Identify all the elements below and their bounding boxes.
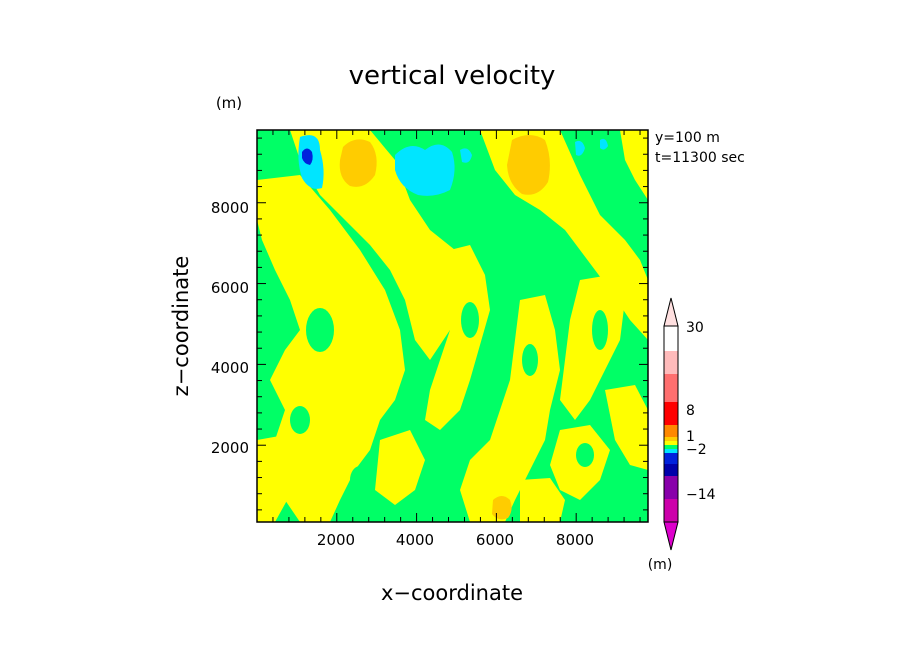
y-tick-label: 8000 — [211, 199, 249, 217]
annotation-t: t=11300 sec — [655, 150, 745, 166]
strong-updraft-cores — [339, 135, 550, 520]
colorbar-band — [664, 449, 678, 453]
contour-field — [257, 130, 648, 522]
colorbar-over-arrow — [663, 297, 679, 327]
colorbar-label: 30 — [686, 320, 704, 336]
colorbar-frame — [663, 325, 679, 523]
colorbar-label: −14 — [686, 487, 716, 503]
colorbar-band — [664, 445, 678, 449]
colorbar-band — [664, 441, 678, 445]
colorbar-band — [664, 437, 678, 441]
colorbar-under-arrow — [663, 521, 679, 551]
x-axis-label: x−coordinate — [381, 581, 523, 605]
y-tick-label: 6000 — [211, 279, 249, 297]
annotation-y: y=100 m — [655, 130, 720, 146]
chart-title: vertical velocity — [349, 61, 556, 91]
y-tick-label: 4000 — [211, 359, 249, 377]
x-tick-label: 4000 — [396, 531, 434, 549]
neutral-islands — [290, 258, 608, 494]
colorbar-bands — [664, 351, 678, 522]
y-unit-label: (m) — [216, 94, 242, 112]
colorbar-band — [664, 464, 678, 476]
colorbar-band — [664, 476, 678, 499]
y-axis-label: z−coordinate — [169, 256, 193, 397]
x-tick-label: 8000 — [556, 531, 594, 549]
colorbar-band — [664, 453, 678, 464]
colorbar-label: −2 — [686, 442, 707, 458]
axis-ticks — [257, 130, 648, 522]
x-tick-label: 2000 — [317, 531, 355, 549]
colorbar-band — [664, 374, 678, 402]
colorbar-label: 1 — [686, 429, 695, 445]
colorbar-label: 8 — [686, 403, 695, 419]
x-tick-labels: 2000 4000 6000 8000 — [317, 531, 594, 549]
y-tick-labels: 2000 4000 6000 8000 — [211, 199, 249, 457]
colorbar-band — [664, 351, 678, 374]
colorbar-unit: (m) — [648, 557, 673, 573]
strong-downdraft-core — [302, 148, 313, 165]
x-tick-label: 6000 — [476, 531, 514, 549]
colorbar: 30 8 1 −2 −14 (m) — [648, 297, 716, 573]
plot-frame — [256, 129, 649, 523]
colorbar-band — [664, 402, 678, 425]
colorbar-band — [664, 499, 678, 522]
colorbar-band — [664, 425, 678, 437]
y-tick-label: 2000 — [211, 439, 249, 457]
